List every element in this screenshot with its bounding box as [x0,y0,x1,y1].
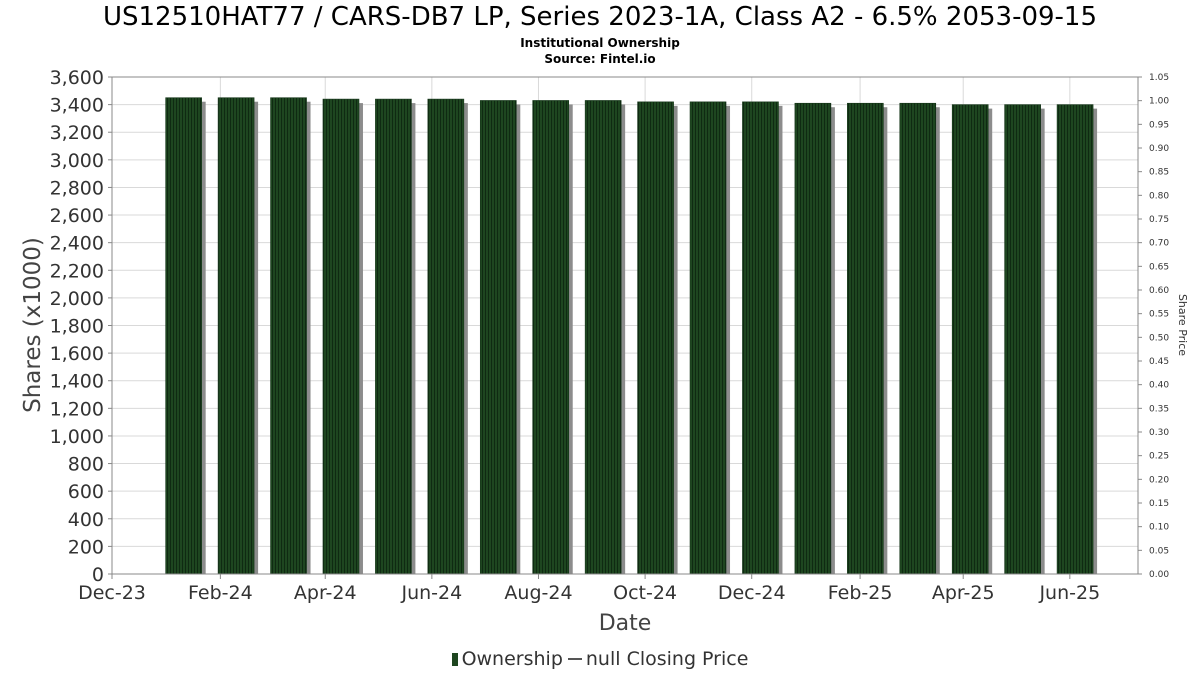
y-tick-label: 400 [68,509,104,531]
price-legend-label: null Closing Price [585,648,749,670]
y2-tick-label: 1.00 [1149,97,1169,107]
y-tick-label: 2,400 [50,233,104,255]
y2-tick-label: 0.25 [1149,452,1169,462]
x-tick-label: Aug-24 [504,582,572,604]
y-tick-label: 3,000 [50,150,104,172]
y2-tick-label: 0.80 [1149,191,1169,201]
y2-tick-label: 0.30 [1149,428,1169,438]
y-tick-label: 2,800 [50,177,104,199]
y-tick-label: 2,200 [50,260,104,282]
y-tick-label: 2,000 [50,288,104,310]
x-tick-label: Feb-24 [188,582,253,604]
y2-tick-label: 0.15 [1149,499,1169,509]
y2-tick-label: 0.40 [1149,381,1169,391]
y2-tick-label: 0.50 [1149,333,1169,343]
y2-tick-label: 0.60 [1149,286,1169,296]
y2-tick-label: 0.05 [1149,546,1169,556]
y-tick-label: 1,000 [50,426,104,448]
ownership-bar [532,100,570,575]
y2-tick-label: 0.10 [1149,523,1169,533]
y-tick-label: 600 [68,481,104,503]
y-tick-label: 800 [68,454,104,476]
ownership-bar [899,102,937,575]
ownership-bar [847,102,884,575]
x-tick-label: Dec-23 [78,582,146,604]
axis-layer: 0 200 400 600 800 1,000 1,200 1,400 1,600 1,800 2,… [50,67,1170,604]
x-tick-label: Oct-24 [613,582,677,604]
y2-tick-label: 0.75 [1149,215,1169,225]
y2-tick-label: 1.05 [1149,73,1169,83]
legend: Ownership null Closing Price [0,648,1200,670]
chart-subtitle: Institutional Ownership [520,36,680,50]
ownership-bar [479,100,517,575]
ownership-bar [951,104,989,575]
ownership-bar [1004,104,1041,575]
x-tick-label: Feb-25 [828,582,893,604]
x-tick-label: Apr-25 [932,582,995,604]
y-axis-label: Shares (x1000) [20,237,46,413]
y-tick-label: 3,400 [50,95,104,117]
ownership-bar [689,101,727,575]
y2-tick-label: 0.65 [1149,262,1169,272]
ownership-bar [217,97,255,575]
ownership-bar [375,98,412,575]
y-tick-label: 1,400 [50,371,104,393]
bar-layer [165,97,1098,575]
chart-source: Source: Fintel.io [544,52,656,66]
y-tick-label: 3,200 [50,122,104,144]
x-tick-label: Apr-24 [294,582,357,604]
ownership-legend-label: Ownership [461,648,563,670]
chart-title: US12510HAT77 / CARS-DB7 LP, Series 2023-… [102,2,1098,32]
ownership-bar [584,100,622,575]
y2-tick-label: 0.90 [1149,144,1169,154]
x-axis-label: Date [599,611,652,636]
y-tick-label: 200 [68,536,104,558]
ownership-legend-swatch [451,653,458,666]
y-tick-label: 2,600 [50,205,104,227]
y2-tick-label: 0.85 [1149,168,1169,178]
price-legend-swatch [567,658,582,660]
ownership-bar [794,102,832,575]
y2-tick-label: 0.00 [1149,570,1169,580]
x-tick-label: Jun-24 [400,582,462,604]
y-tick-label: 1,600 [50,343,104,365]
y2-axis-label: Share Price [1176,294,1189,356]
x-tick-label: Jun-25 [1038,582,1100,604]
y-tick-label: 1,800 [50,316,104,338]
ownership-bar [165,97,202,575]
y-tick-label: 0 [92,564,104,586]
x-tick-label: Dec-24 [718,582,786,604]
ownership-bar [637,101,674,575]
y2-tick-label: 0.45 [1149,357,1169,367]
plot-frame [111,76,1139,575]
ownership-bar [742,101,779,575]
y2-tick-label: 0.95 [1149,120,1169,130]
y-tick-label: 1,200 [50,398,104,420]
y2-tick-label: 0.35 [1149,404,1169,414]
ownership-bar [322,98,360,575]
y-tick-label: 3,600 [50,67,104,89]
y2-tick-label: 0.55 [1149,310,1169,320]
y2-tick-label: 0.20 [1149,475,1169,485]
ownership-bar [427,98,465,575]
ownership-bar [270,97,307,575]
ownership-bar [1056,104,1094,575]
y2-tick-label: 0.70 [1149,239,1169,249]
